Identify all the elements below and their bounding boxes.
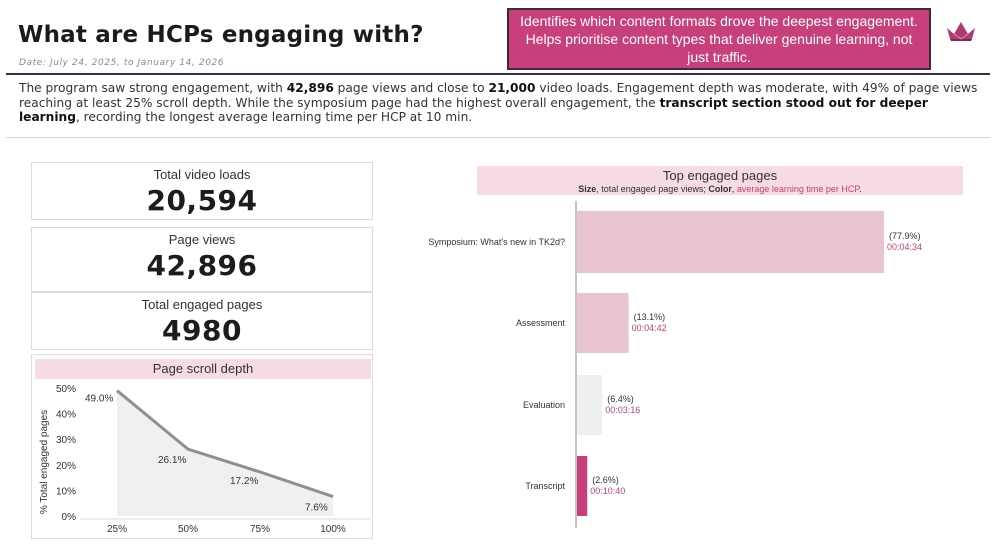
y-tick-label: 30% <box>56 435 76 446</box>
kpi-page-views: Page views 42,896 <box>31 227 373 292</box>
data-label: 17.2% <box>230 476 258 487</box>
category-label: Evaluation <box>523 400 565 410</box>
data-label: 26.1% <box>158 455 186 466</box>
x-tick-label: 50% <box>178 524 198 535</box>
bar <box>577 375 603 435</box>
x-tick-label: 75% <box>250 524 270 535</box>
bar <box>577 211 884 273</box>
kpi-value: 42,896 <box>146 249 258 282</box>
kpi-value: 20,594 <box>146 184 258 217</box>
scroll-depth-panel: Page scroll depth 0% 10% 20% 30% 40% 50% % Tot… <box>31 354 373 539</box>
date-range: Date: July 24, 2025, to January 14, 2026 <box>19 58 225 68</box>
kpi-video-loads: Total video loads 20,594 <box>31 162 373 220</box>
page-title: What are HCPs engaging with? <box>18 22 424 48</box>
y-tick-label: 20% <box>56 461 76 472</box>
header-divider <box>6 73 990 75</box>
data-label: 49.0% <box>85 394 113 405</box>
time-label: 00:10:40 <box>590 486 625 496</box>
pct-label: (6.4%) <box>607 394 634 404</box>
series-line <box>116 389 334 498</box>
kpi-label: Total video loads <box>153 167 251 182</box>
summary-divider <box>6 137 990 138</box>
top-pages-subtitle: Size, total engaged page views; Color, a… <box>578 184 862 194</box>
y-axis-label: % Total engaged pages <box>39 410 50 514</box>
time-label: 00:04:34 <box>887 242 922 252</box>
scroll-depth-chart: 0% 10% 20% 30% 40% 50% % Total engaged pages 49… <box>39 384 370 535</box>
category-label: Assessment <box>516 318 566 328</box>
bar <box>577 456 588 516</box>
time-label: 00:04:42 <box>632 323 667 333</box>
y-tick-label: 40% <box>56 410 76 421</box>
category-label: Transcript <box>525 481 565 491</box>
callout-box: Identifies which content formats drove t… <box>507 8 931 70</box>
time-label: 00:03:16 <box>605 405 640 415</box>
kpi-value: 4980 <box>162 314 242 347</box>
crown-logo-icon <box>947 22 975 41</box>
y-tick-label: 10% <box>56 486 76 497</box>
pct-label: (77.9%) <box>889 231 921 241</box>
y-tick-label: 50% <box>56 384 76 395</box>
pct-label: (13.1%) <box>634 312 666 322</box>
summary-text: The program saw strong engagement, with … <box>19 81 978 124</box>
x-tick-label: 100% <box>320 524 346 535</box>
bar <box>577 293 629 353</box>
top-pages-header: Top engaged pages Size, total engaged pa… <box>477 166 963 195</box>
pct-label: (2.6%) <box>592 475 619 485</box>
kpi-label: Page views <box>168 232 236 247</box>
category-label: Symposium: What's new in TK2d? <box>428 237 565 247</box>
top-pages-title: Top engaged pages <box>662 168 778 183</box>
x-tick-label: 25% <box>107 524 127 535</box>
kpi-engaged-pages: Total engaged pages 4980 <box>31 292 373 350</box>
kpi-label: Total engaged pages <box>141 297 263 312</box>
scroll-depth-title: Page scroll depth <box>35 359 371 379</box>
area-fill <box>117 390 333 516</box>
y-tick-label: 0% <box>62 512 77 523</box>
data-label: 7.6% <box>305 503 328 514</box>
